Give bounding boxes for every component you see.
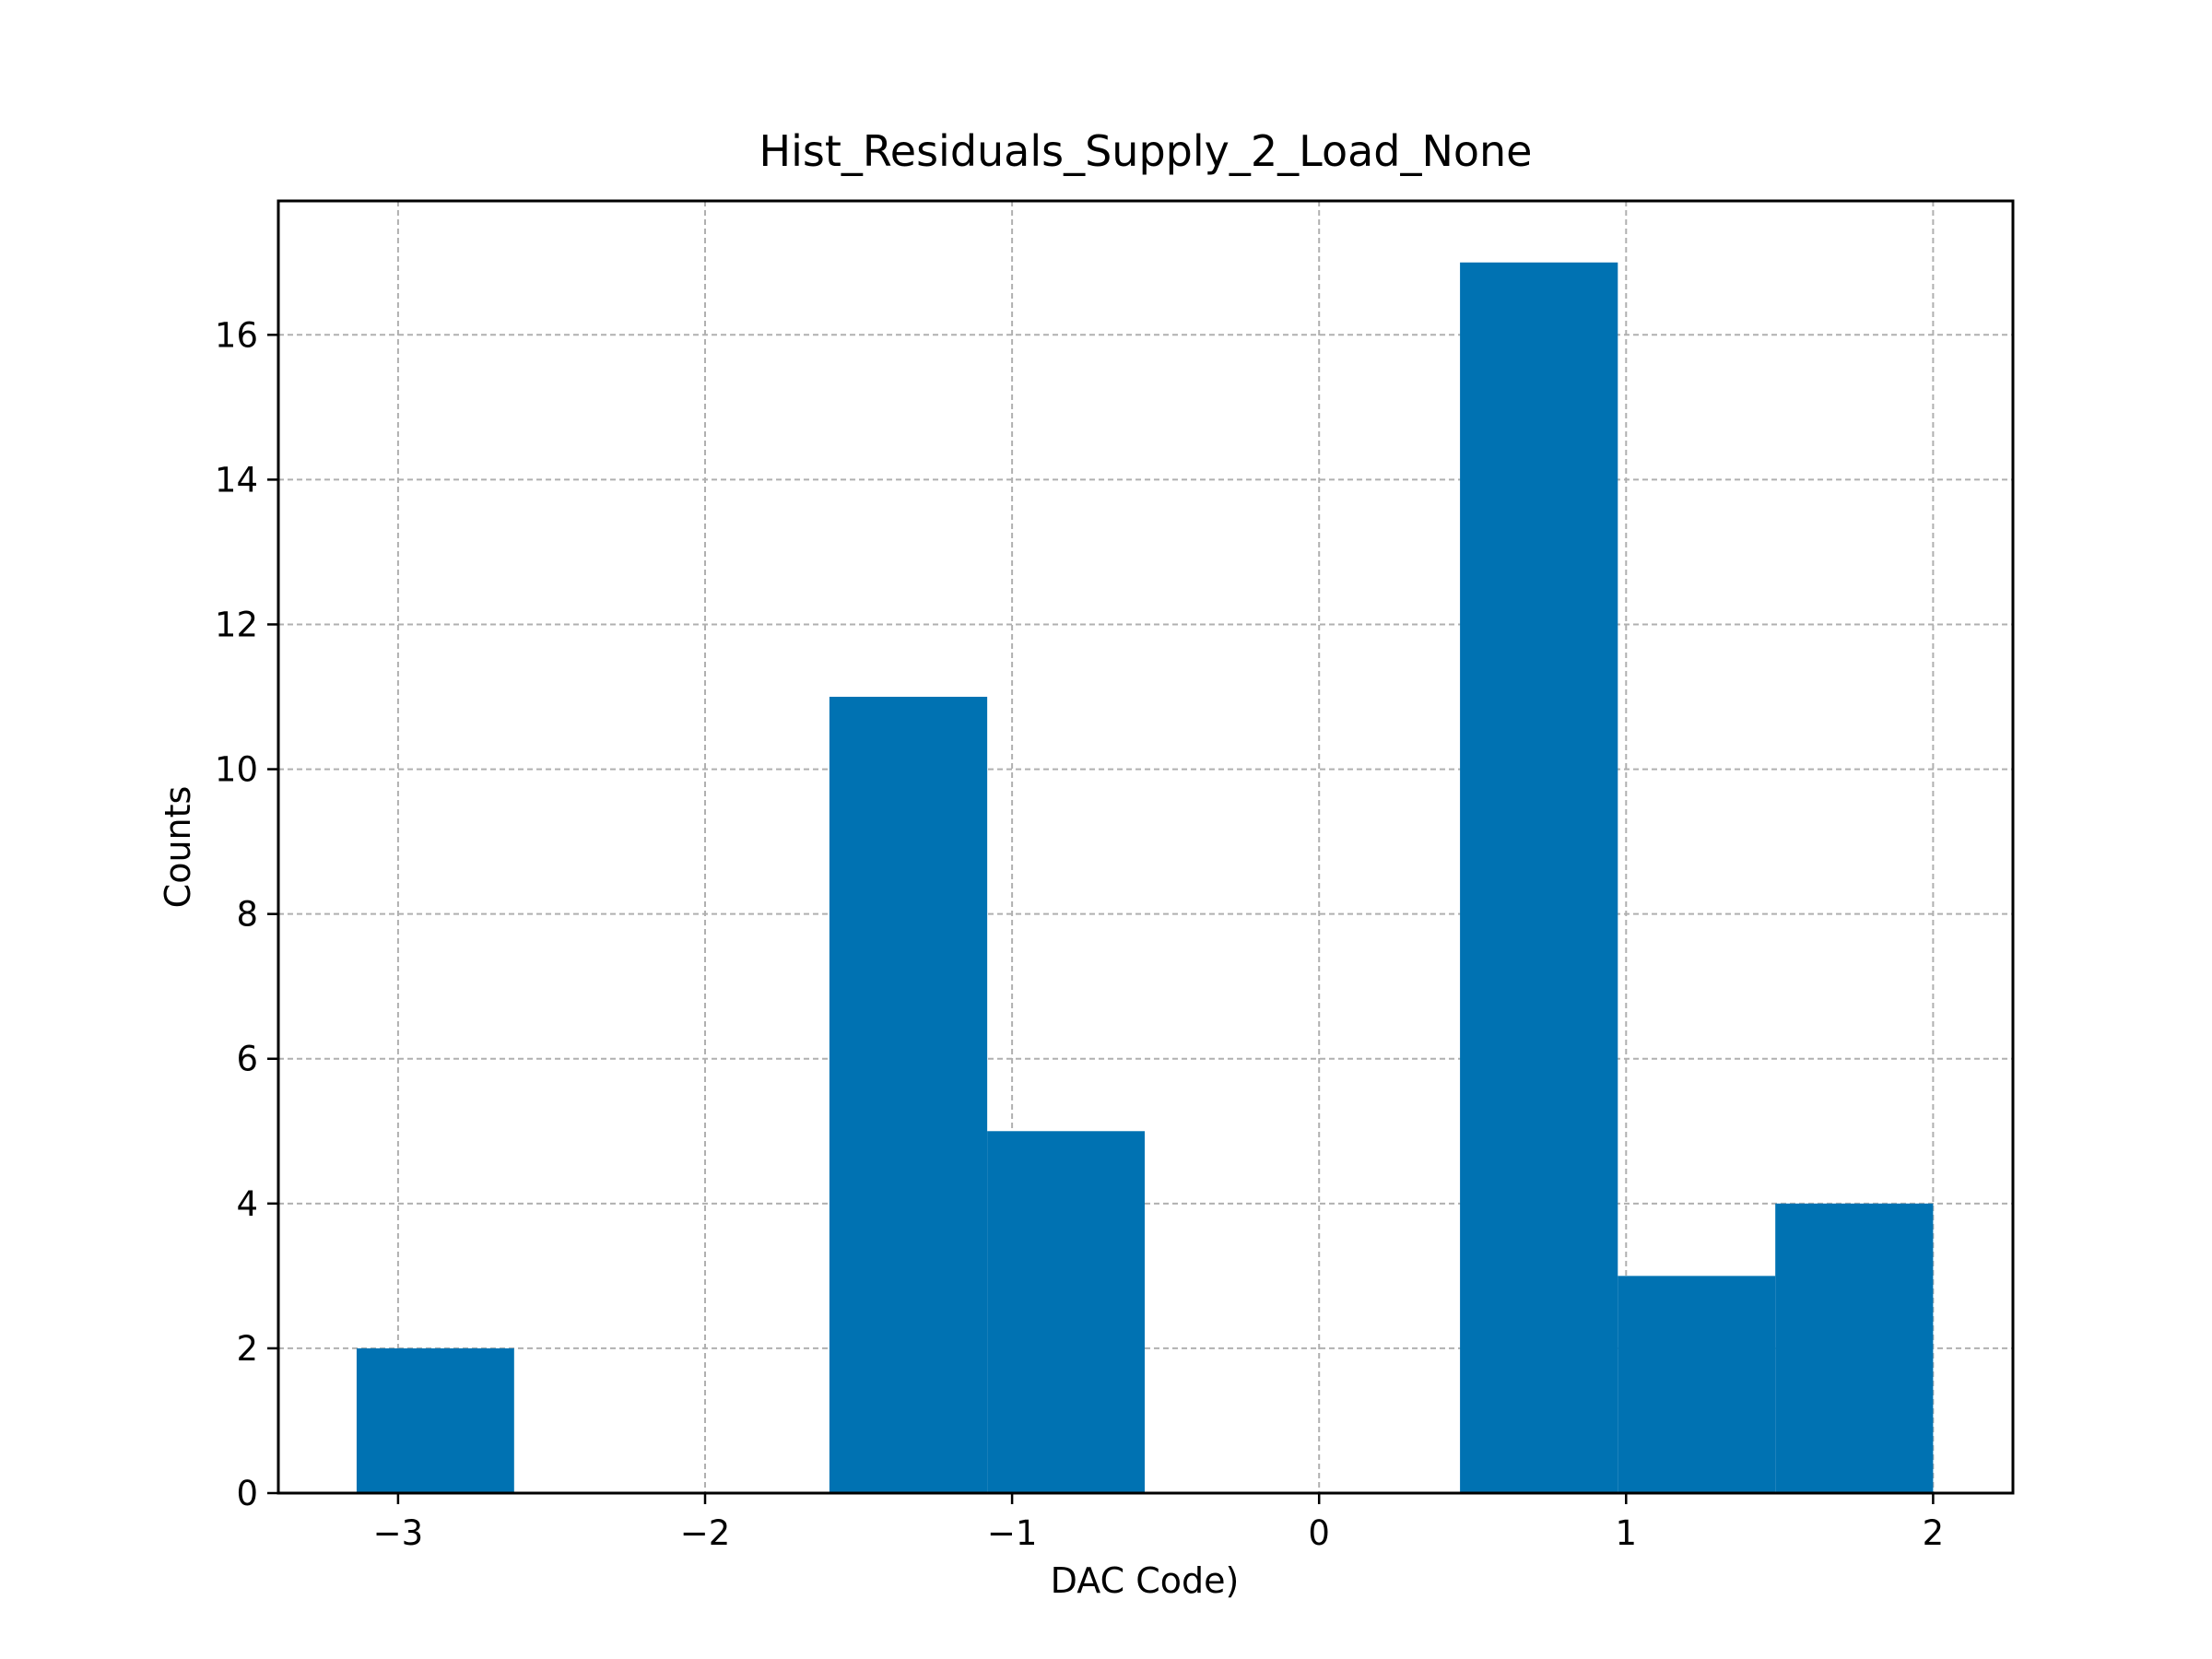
y-tick-label: 8 [236, 895, 258, 935]
y-axis-label: Counts [158, 786, 198, 909]
x-tick-label: 1 [1616, 1513, 1638, 1553]
x-tick-label: −1 [987, 1513, 1038, 1553]
histogram-bar [1618, 1276, 1776, 1493]
x-axis-label: DAC Code) [1051, 1560, 1240, 1601]
histogram-bar [829, 697, 988, 1493]
plot-frame [276, 199, 2015, 1495]
y-tick-label: 10 [215, 750, 258, 790]
x-tick-label: −2 [680, 1513, 731, 1553]
y-tick-label: 6 [236, 1040, 258, 1079]
grid [278, 201, 2013, 1494]
histogram-bar [1775, 1203, 1934, 1493]
histogram-bar [987, 1131, 1146, 1493]
y-tick-label: 0 [236, 1474, 258, 1513]
chart-title: Hist_Residuals_Supply_2_Load_None [759, 126, 1533, 176]
y-tick-label: 14 [215, 460, 258, 500]
x-tick-label: 2 [1923, 1513, 1945, 1553]
y-tick-label: 12 [215, 605, 258, 644]
histogram-bar [356, 1347, 514, 1493]
y-tick-label: 16 [215, 315, 258, 355]
histogram-bar [1460, 262, 1618, 1493]
y-tick-label: 2 [236, 1329, 258, 1369]
histogram-bars [356, 262, 1934, 1493]
y-tick-label: 4 [236, 1184, 258, 1224]
x-tick-label: −3 [373, 1513, 424, 1553]
x-tick-label: 0 [1308, 1513, 1330, 1553]
